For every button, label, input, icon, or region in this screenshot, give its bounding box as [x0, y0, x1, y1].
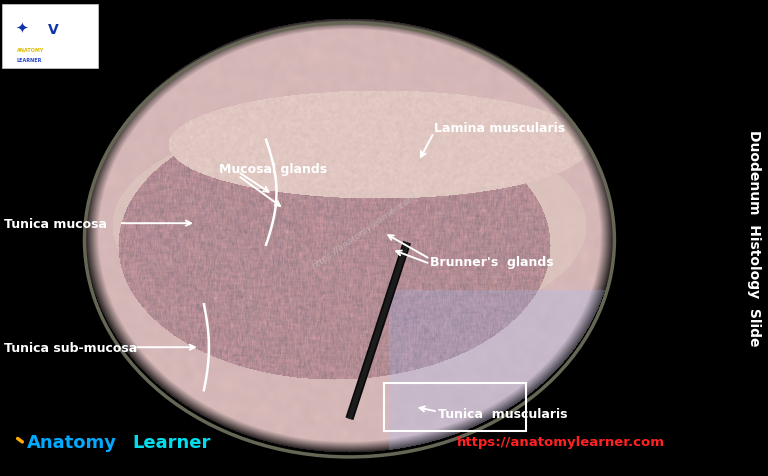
Text: ANATOMY: ANATOMY — [17, 48, 45, 52]
Text: https://anatomylearner.com: https://anatomylearner.com — [311, 191, 419, 270]
Text: V: V — [48, 22, 58, 37]
Text: Anatomy: Anatomy — [27, 433, 117, 451]
Text: LEARNER: LEARNER — [17, 58, 42, 62]
Text: https://anatomylearner.com: https://anatomylearner.com — [457, 435, 665, 448]
Text: Tunica  muscularis: Tunica muscularis — [438, 407, 568, 421]
Bar — [384, 383, 526, 431]
Text: ✦: ✦ — [15, 20, 28, 35]
Text: Brunner's  glands: Brunner's glands — [430, 255, 554, 268]
Text: Tunica mucosa: Tunica mucosa — [4, 217, 107, 230]
Text: Learner: Learner — [132, 433, 210, 451]
Text: Lamina muscularis: Lamina muscularis — [434, 122, 565, 135]
Text: Tunica sub-mucosa: Tunica sub-mucosa — [4, 341, 137, 354]
Text: Mucosal glands: Mucosal glands — [219, 162, 327, 176]
Text: Duodenum  Histology  Slide: Duodenum Histology Slide — [747, 130, 761, 346]
FancyBboxPatch shape — [2, 5, 98, 69]
